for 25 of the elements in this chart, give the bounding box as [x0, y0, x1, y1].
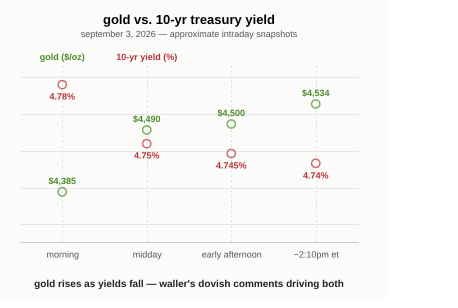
x-tick-label: early afternoon [202, 250, 262, 260]
x-tick-label: midday [132, 250, 162, 260]
point [310, 158, 321, 168]
data-label: $4,490 [132, 114, 161, 124]
point [142, 124, 152, 135]
point [226, 148, 236, 158]
x-tick-label: morning [46, 250, 80, 260]
text: gold ($/oz) [40, 52, 85, 62]
point [57, 80, 68, 90]
data-label: 4.745% [216, 160, 247, 170]
text: gold rises as yields fall — waller's dovish comments driving both [34, 279, 344, 290]
point [310, 99, 321, 109]
chart-subtitle: september 3, 2026 — approximate intraday snapshots [80, 29, 298, 39]
data-label: 4.78% [49, 92, 76, 102]
x-tick-label: ~2:10pm et [294, 250, 340, 260]
point [142, 138, 152, 149]
data-label: 4.74% [302, 170, 329, 180]
data-label: $4,534 [302, 88, 330, 98]
data-label: $4,385 [48, 176, 76, 186]
point [226, 119, 236, 129]
text: 10-yr yield (%) [116, 52, 178, 62]
point [57, 186, 68, 197]
chart-title: gold vs. 10-yr treasury yield [103, 12, 276, 27]
data-label: $4,500 [217, 108, 246, 118]
data-label: 4.75% [134, 150, 160, 161]
